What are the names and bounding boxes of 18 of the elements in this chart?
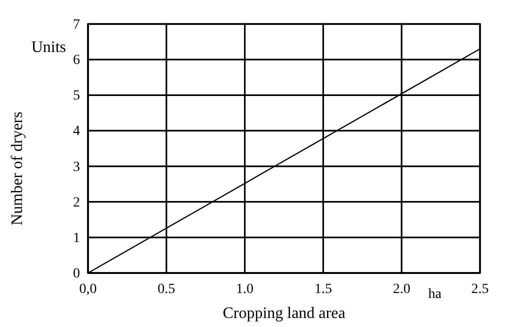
y-axis-title: Number of dryers bbox=[9, 112, 26, 226]
x-tick-label: 1.0 bbox=[236, 282, 254, 297]
y-tick-label: 5 bbox=[73, 88, 80, 104]
text: Units bbox=[31, 39, 66, 56]
y-tick-label: 2 bbox=[73, 195, 80, 210]
y-tick-label: 0 bbox=[73, 266, 80, 282]
x-tick-label: 0,0 bbox=[79, 282, 97, 297]
x-axis-title: Cropping land area bbox=[222, 305, 346, 322]
y-tick-label: 1 bbox=[73, 230, 80, 246]
x-tick-label: 2.5 bbox=[471, 282, 489, 297]
x-tick-label: 0.5 bbox=[158, 282, 176, 297]
text: ha bbox=[428, 287, 442, 302]
y-tick-label: 3 bbox=[73, 160, 80, 175]
x-tick-label: 2.0 bbox=[392, 282, 410, 297]
y-tick-label: 4 bbox=[73, 124, 80, 140]
y-tick-label: 6 bbox=[73, 53, 80, 68]
x-tick-label: 1.5 bbox=[314, 282, 332, 297]
y-tick-label: 7 bbox=[73, 17, 80, 32]
